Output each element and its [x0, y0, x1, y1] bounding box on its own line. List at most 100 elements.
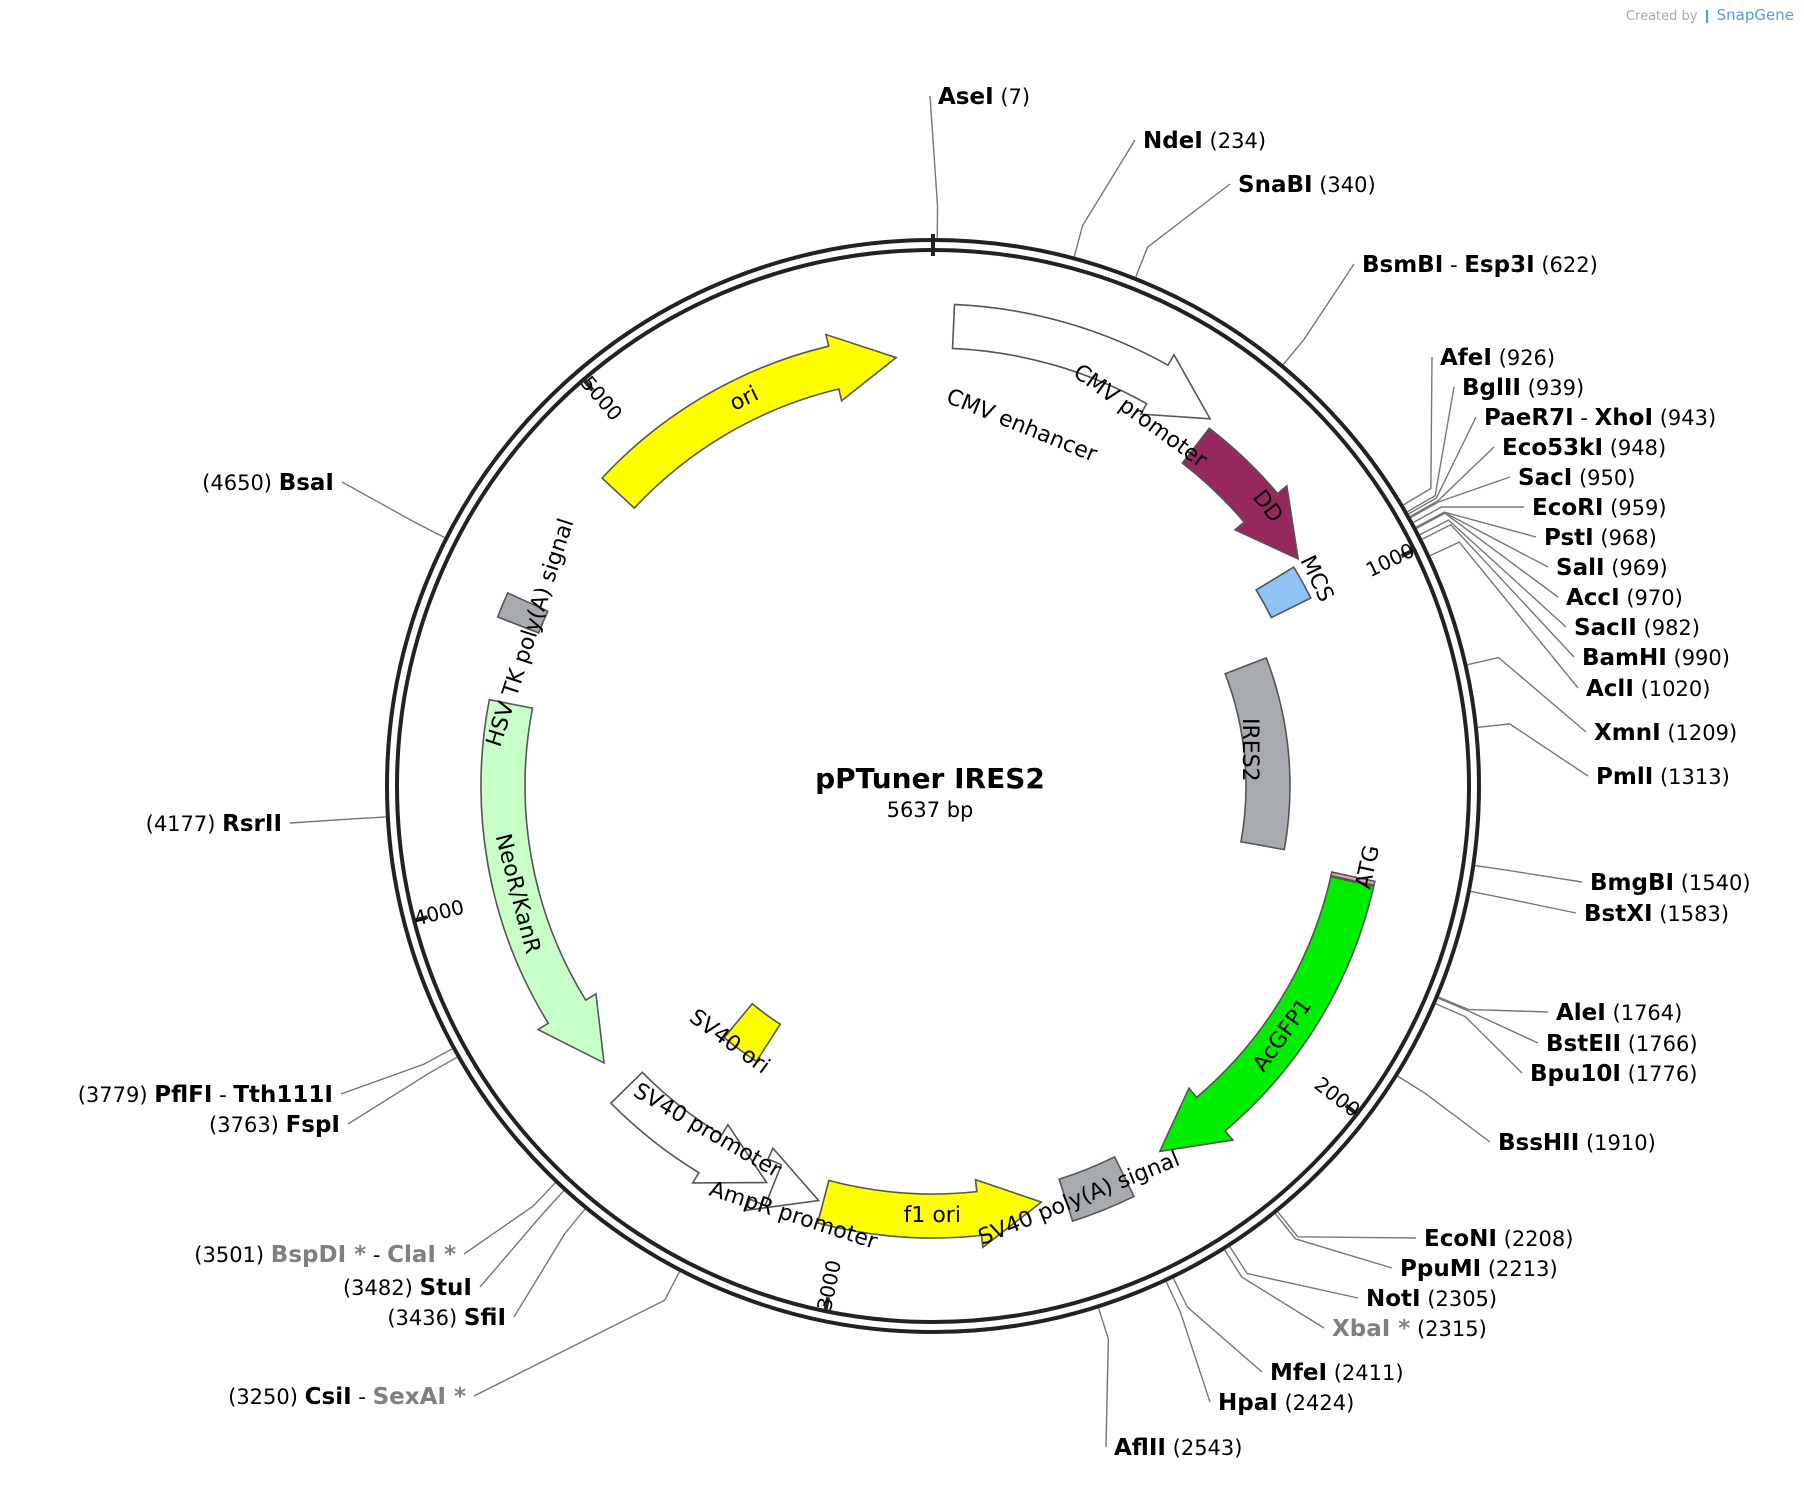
site-label: EcoNI (2208)	[1424, 1226, 1573, 1252]
site-leader-line	[1224, 1249, 1325, 1329]
site-label: SacII (982)	[1574, 615, 1700, 641]
site-pos: (939)	[1521, 376, 1584, 400]
site-leader-line	[1413, 506, 1525, 523]
site-label: BamHI (990)	[1582, 645, 1730, 671]
site-label: (3501) BspDI * - ClaI *	[194, 1242, 456, 1268]
site-name: BsaI	[279, 470, 334, 496]
site-pos: (340)	[1313, 173, 1376, 197]
site-leader-line	[1274, 1213, 1393, 1269]
site-name: RsrII	[222, 811, 282, 837]
site-name: BsmBI	[1362, 252, 1443, 278]
site-label: PpuMI (2213)	[1400, 1256, 1558, 1282]
site-leader-line	[1438, 996, 1549, 1013]
feature-label-f1ori: f1 ori	[904, 1203, 961, 1228]
site-label: NdeI (234)	[1143, 128, 1266, 154]
site-label: (3250) CsiI - SexAI *	[228, 1384, 466, 1410]
restriction-sites: AseI (7) NdeI (234) SnaBI (340) BsmBI - Esp…	[78, 84, 1751, 1461]
site-leader-line	[1097, 1308, 1110, 1448]
feature-hsvtk	[496, 591, 549, 634]
site-leader-line	[513, 1208, 586, 1318]
site-pos: (950)	[1572, 466, 1635, 490]
site-name: AseI	[938, 84, 994, 110]
site-leader-line	[1470, 890, 1577, 914]
site-label: (3779) PflFI - Tth111I	[78, 1082, 333, 1108]
site-pos: (1766)	[1621, 1032, 1698, 1056]
site-pos: (943)	[1653, 406, 1716, 430]
site-name: AccI	[1566, 585, 1620, 611]
site-sep: -	[1574, 406, 1595, 430]
tick-mark	[411, 915, 429, 924]
site-leader-line	[473, 1271, 681, 1397]
site-name2: Esp3I	[1464, 252, 1534, 278]
feature-dd	[1181, 427, 1300, 561]
feature-ori	[600, 333, 898, 510]
site-leader-line	[340, 1048, 453, 1095]
site-name: AclI	[1586, 676, 1634, 702]
site-leader-line	[1277, 1211, 1417, 1239]
site-pos: (948)	[1603, 436, 1666, 460]
site-pos: (2411)	[1327, 1361, 1404, 1385]
site-label: BmgBI (1540)	[1590, 870, 1751, 896]
site-name: BmgBI	[1590, 870, 1674, 896]
site-label: BstEII (1766)	[1546, 1031, 1698, 1057]
site-name: NdeI	[1143, 128, 1203, 154]
site-pos: (1583)	[1653, 902, 1730, 926]
tick-mark	[1344, 1103, 1360, 1117]
site-sep: -	[352, 1385, 373, 1409]
site-leader-line	[289, 816, 386, 824]
site-label: BsmBI - Esp3I (622)	[1362, 252, 1598, 278]
site-leader-line	[1282, 263, 1355, 365]
site-pos: (3779)	[78, 1083, 155, 1107]
site-pos: (2315)	[1410, 1317, 1487, 1341]
site-name: XmnI	[1594, 720, 1661, 746]
site-name: NotI	[1366, 1286, 1421, 1312]
tick-mark	[822, 1296, 831, 1314]
site-name: CsiI	[305, 1384, 352, 1410]
site-pos: (3436)	[387, 1306, 464, 1330]
site-pos: (622)	[1535, 253, 1598, 277]
site-name: EcoRI	[1532, 495, 1603, 521]
site-leader-line	[1416, 512, 1559, 598]
site-pos: (1910)	[1579, 1131, 1656, 1155]
site-label: XbaI * (2315)	[1332, 1316, 1487, 1342]
tick-label: 3000	[812, 1258, 846, 1313]
plasmid-length: 5637 bp	[887, 798, 974, 822]
site-pos: (2305)	[1421, 1287, 1498, 1311]
feature-acgfp1	[1158, 875, 1375, 1153]
site-name2: SexAI *	[373, 1384, 466, 1410]
site-pos: (2543)	[1166, 1436, 1243, 1460]
feature-f1ori	[816, 1178, 1044, 1249]
site-pos: (3501)	[194, 1243, 271, 1267]
site-sep: -	[366, 1243, 387, 1267]
snapgene-credit: Created by ❙ SnapGene	[1626, 6, 1794, 24]
site-pos: (990)	[1667, 646, 1730, 670]
site-leader-line	[1229, 1246, 1359, 1299]
site-pos: (3482)	[343, 1276, 420, 1300]
plasmid-name: pPTuner IRES2	[815, 762, 1045, 795]
site-name2: XhoI	[1595, 405, 1653, 431]
site-name: SfiI	[464, 1305, 506, 1331]
site-label: HpaI (2424)	[1218, 1390, 1354, 1416]
site-label: NotI (2305)	[1366, 1286, 1497, 1312]
site-name: EcoNI	[1424, 1226, 1497, 1252]
site-pos: (3250)	[228, 1385, 305, 1409]
site-name: PstI	[1544, 525, 1594, 551]
site-pos: (3763)	[209, 1113, 286, 1137]
site-name: XbaI *	[1332, 1316, 1410, 1342]
site-name: BglII	[1462, 375, 1521, 401]
site-pos: (1209)	[1661, 721, 1738, 745]
tick-mark	[1400, 547, 1417, 558]
site-leader-line	[347, 1056, 458, 1125]
feature-ires2	[1224, 656, 1291, 851]
site-name: FspI	[286, 1112, 340, 1138]
site-pos: (2424)	[1278, 1391, 1355, 1415]
backbone-ring	[385, 234, 1481, 1334]
site-leader-line	[479, 1190, 565, 1288]
site-pos: (1764)	[1606, 1001, 1683, 1025]
site-pos: (968)	[1594, 526, 1657, 550]
site-pos: (1020)	[1634, 677, 1711, 701]
site-name: SacI	[1518, 465, 1572, 491]
site-leader-line	[463, 1182, 556, 1255]
site-name2: Tth111I	[233, 1082, 333, 1108]
